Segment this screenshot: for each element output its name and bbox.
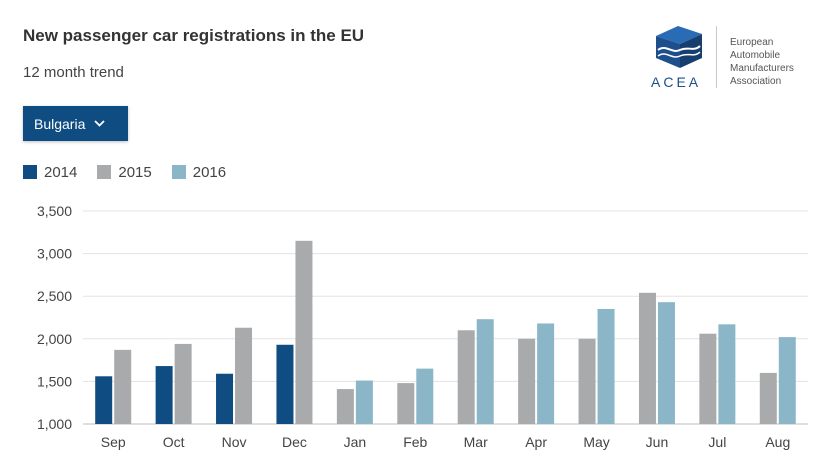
logo-divider xyxy=(716,26,717,88)
acea-full-name: European Automobile Manufacturers Associ… xyxy=(730,36,794,88)
x-tick-label: Jan xyxy=(344,434,367,450)
acea-name-line: Association xyxy=(730,76,782,87)
acea-logo: ACEA European Automobile Manufacturers A… xyxy=(648,22,824,96)
bar-2015-aug xyxy=(759,372,777,424)
legend-swatch xyxy=(97,165,112,179)
bar-2015-feb xyxy=(397,383,415,424)
x-tick-label: Dec xyxy=(282,434,307,450)
bar-2016-feb xyxy=(416,368,434,424)
bar-2015-oct xyxy=(174,343,192,424)
page-title: New passenger car registrations in the E… xyxy=(23,26,365,45)
legend-label: 2014 xyxy=(44,163,78,181)
country-dropdown[interactable]: Bulgaria xyxy=(23,106,128,141)
x-tick-label: Oct xyxy=(163,434,185,450)
legend-label: 2016 xyxy=(192,163,227,181)
x-tick-label: Sep xyxy=(101,434,126,450)
bar-2015-sep xyxy=(114,349,132,424)
legend-item-2015[interactable]: 2015 xyxy=(97,163,152,181)
bar-2016-may xyxy=(597,308,615,424)
y-tick-label: 2,500 xyxy=(37,288,72,304)
bar-2016-jul xyxy=(718,324,736,424)
bar-2016-jan xyxy=(355,380,373,424)
bar-2015-dec xyxy=(295,240,313,424)
acea-name-line: Automobile xyxy=(730,50,781,61)
bar-2014-nov xyxy=(216,373,234,424)
bar-2016-jun xyxy=(657,302,675,424)
legend-item-2016[interactable]: 2016 xyxy=(171,163,227,181)
x-tick-label: Jun xyxy=(646,434,669,450)
acea-name-line: Manufacturers xyxy=(730,63,794,74)
legend-swatch xyxy=(171,165,186,179)
x-tick-label: May xyxy=(583,434,609,450)
y-tick-label: 1,000 xyxy=(37,416,72,432)
bar-2014-sep xyxy=(95,376,113,424)
bar-2014-oct xyxy=(155,366,173,424)
acea-wordmark: ACEA xyxy=(651,74,702,90)
x-tick-label: Apr xyxy=(525,434,547,450)
bar-2015-apr xyxy=(518,338,536,424)
y-tick-label: 3,000 xyxy=(37,246,72,262)
y-tick-label: 3,500 xyxy=(37,203,72,219)
page-subtitle: 12 month trend xyxy=(23,64,124,81)
legend-swatch xyxy=(23,165,37,179)
chevron-down-icon xyxy=(94,120,106,127)
bar-2014-dec xyxy=(276,344,294,424)
bar-2016-apr xyxy=(537,323,555,424)
bar-2015-jun xyxy=(638,292,656,424)
acea-name-line: European xyxy=(730,37,774,48)
x-tick-label: Mar xyxy=(464,434,488,450)
x-tick-label: Aug xyxy=(765,434,790,450)
bar-2015-may xyxy=(578,338,596,424)
bar-2015-jan xyxy=(336,389,354,424)
country-dropdown-label: Bulgaria xyxy=(34,115,86,132)
x-tick-label: Nov xyxy=(222,434,247,450)
bar-2016-mar xyxy=(476,319,494,424)
bar-2015-mar xyxy=(457,330,475,424)
x-tick-label: Feb xyxy=(403,434,427,450)
legend-item-2014[interactable]: 2014 xyxy=(23,164,77,181)
acea-cube-icon xyxy=(656,26,702,68)
bar-2015-jul xyxy=(699,333,717,424)
y-tick-label: 2,000 xyxy=(37,331,72,347)
y-tick-label: 1,500 xyxy=(37,373,72,389)
chart-legend: 2014 2015 2016 xyxy=(23,162,246,182)
bar-2015-nov xyxy=(235,327,253,424)
legend-label: 2015 xyxy=(118,163,152,181)
bar-2016-aug xyxy=(778,337,796,424)
x-tick-label: Jul xyxy=(708,434,726,450)
